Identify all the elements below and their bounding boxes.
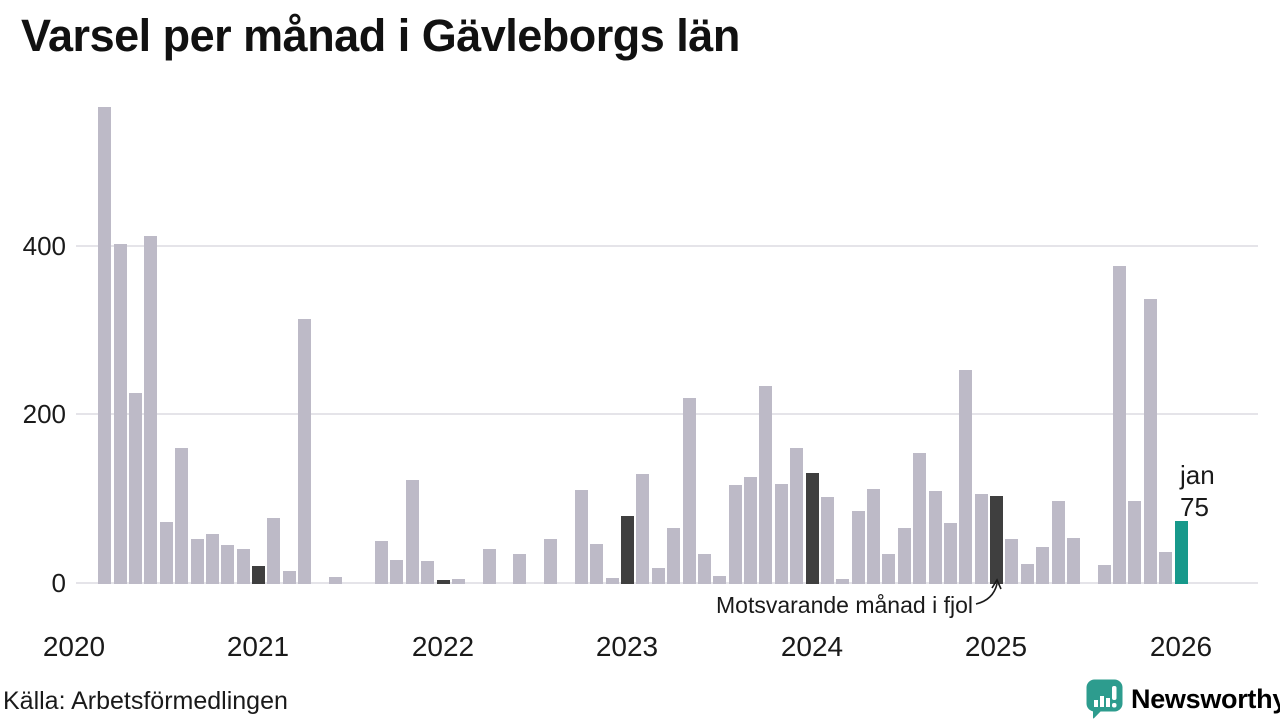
- current-month-name: jan: [1180, 460, 1215, 490]
- bar-2023-09: [744, 477, 757, 584]
- bar-2023-03: [651, 568, 665, 584]
- bar-2023-10: [759, 386, 773, 584]
- bar-2024-07: [897, 528, 911, 584]
- bar-2024-01: [805, 473, 819, 584]
- y-axis-tick-0: 0: [51, 568, 66, 598]
- bar-2023-05: [682, 398, 696, 584]
- bar-2022-06: [513, 554, 527, 584]
- bar-2022-08: [544, 539, 558, 584]
- y-axis-tick-200: 200: [22, 399, 66, 429]
- bar-2025-03: [1020, 564, 1034, 584]
- bar-2022-10: [574, 490, 588, 584]
- bar-2025-01: [990, 496, 1003, 584]
- x-axis-label-2023: 2023: [595, 631, 659, 662]
- newsworthy-logo-icon: [1086, 679, 1123, 719]
- bar-2024-03: [836, 579, 850, 584]
- bar-2022-01: [436, 580, 450, 584]
- bar-2021-11: [405, 480, 419, 584]
- newsworthy-logo: Newsworthy: [1086, 679, 1280, 719]
- bar-2023-01: [621, 516, 634, 584]
- bar-2025-11: [1143, 299, 1157, 584]
- x-axis-label-2020: 2020: [42, 631, 106, 662]
- bar-2020-11: [221, 545, 235, 584]
- newsworthy-wordmark: Newsworthy: [1131, 683, 1280, 714]
- gridline-0: [76, 582, 1258, 584]
- bar-2024-09: [928, 491, 942, 584]
- x-axis-label-2025: 2025: [964, 631, 1028, 662]
- bar-2023-02: [636, 474, 650, 584]
- bar-2020-10: [205, 534, 219, 584]
- bar-2022-12: [605, 578, 619, 584]
- bar-2020-09: [190, 539, 204, 584]
- bar-2024-04: [851, 511, 865, 584]
- current-month-value: 75: [1180, 492, 1209, 522]
- bar-2024-10: [943, 523, 957, 584]
- annotation-arrow-icon: [975, 578, 1002, 605]
- bar-2021-09: [375, 541, 388, 584]
- bar-2023-08: [728, 485, 742, 584]
- bar-2024-02: [820, 497, 834, 584]
- y-axis-tick-400: 400: [22, 231, 66, 261]
- x-axis-label-2022: 2022: [411, 631, 475, 662]
- bar-2025-05: [1051, 501, 1065, 584]
- bar-2021-02: [267, 518, 281, 584]
- bar-2021-12: [421, 561, 435, 584]
- bar-2025-12: [1159, 552, 1173, 584]
- bar-2021-03: [282, 571, 296, 584]
- bar-2022-04: [482, 549, 496, 584]
- bar-2023-07: [713, 576, 727, 584]
- bar-2020-07: [159, 522, 173, 584]
- bar-2020-04: [113, 244, 127, 584]
- bar-2025-10: [1128, 501, 1142, 584]
- bar-2020-05: [129, 393, 142, 584]
- bar-2021-01: [252, 566, 265, 584]
- bar-2024-06: [882, 554, 896, 584]
- bar-2024-08: [913, 453, 927, 584]
- x-axis-label-2026: 2026: [1149, 631, 1213, 662]
- bar-2022-11: [590, 544, 604, 584]
- bar-2025-04: [1036, 547, 1050, 584]
- x-axis-label-2024: 2024: [780, 631, 844, 662]
- bar-2021-04: [298, 319, 312, 584]
- current-month-label: jan 75: [1180, 459, 1215, 523]
- bar-2025-09: [1113, 266, 1126, 584]
- source-note: Källa: Arbetsförmedlingen: [3, 687, 288, 715]
- gridline-200: [76, 413, 1258, 415]
- comparison-annotation-label: Motsvarande månad i fjol: [716, 592, 973, 618]
- bar-2021-10: [390, 560, 404, 584]
- x-axis-label-2021: 2021: [226, 631, 290, 662]
- bar-2023-06: [697, 554, 711, 584]
- bar-2020-08: [175, 448, 189, 584]
- bar-2023-04: [667, 528, 681, 584]
- bar-2024-11: [959, 370, 973, 584]
- bar-2020-12: [236, 549, 250, 584]
- bar-2026-01: [1174, 521, 1188, 584]
- bar-2023-12: [790, 448, 804, 584]
- bar-2021-06: [328, 577, 342, 584]
- bar-2020-03: [98, 107, 112, 584]
- bar-2022-02: [451, 579, 465, 584]
- bar-2025-02: [1005, 539, 1019, 584]
- bar-2023-11: [774, 484, 788, 584]
- bar-2024-05: [867, 489, 880, 584]
- bar-2024-12: [974, 494, 988, 584]
- bar-2020-06: [144, 236, 158, 584]
- gridline-400: [76, 245, 1258, 247]
- bar-2025-06: [1066, 538, 1080, 584]
- page-title: Varsel per månad i Gävleborgs län: [21, 10, 740, 61]
- bar-2025-08: [1097, 565, 1111, 584]
